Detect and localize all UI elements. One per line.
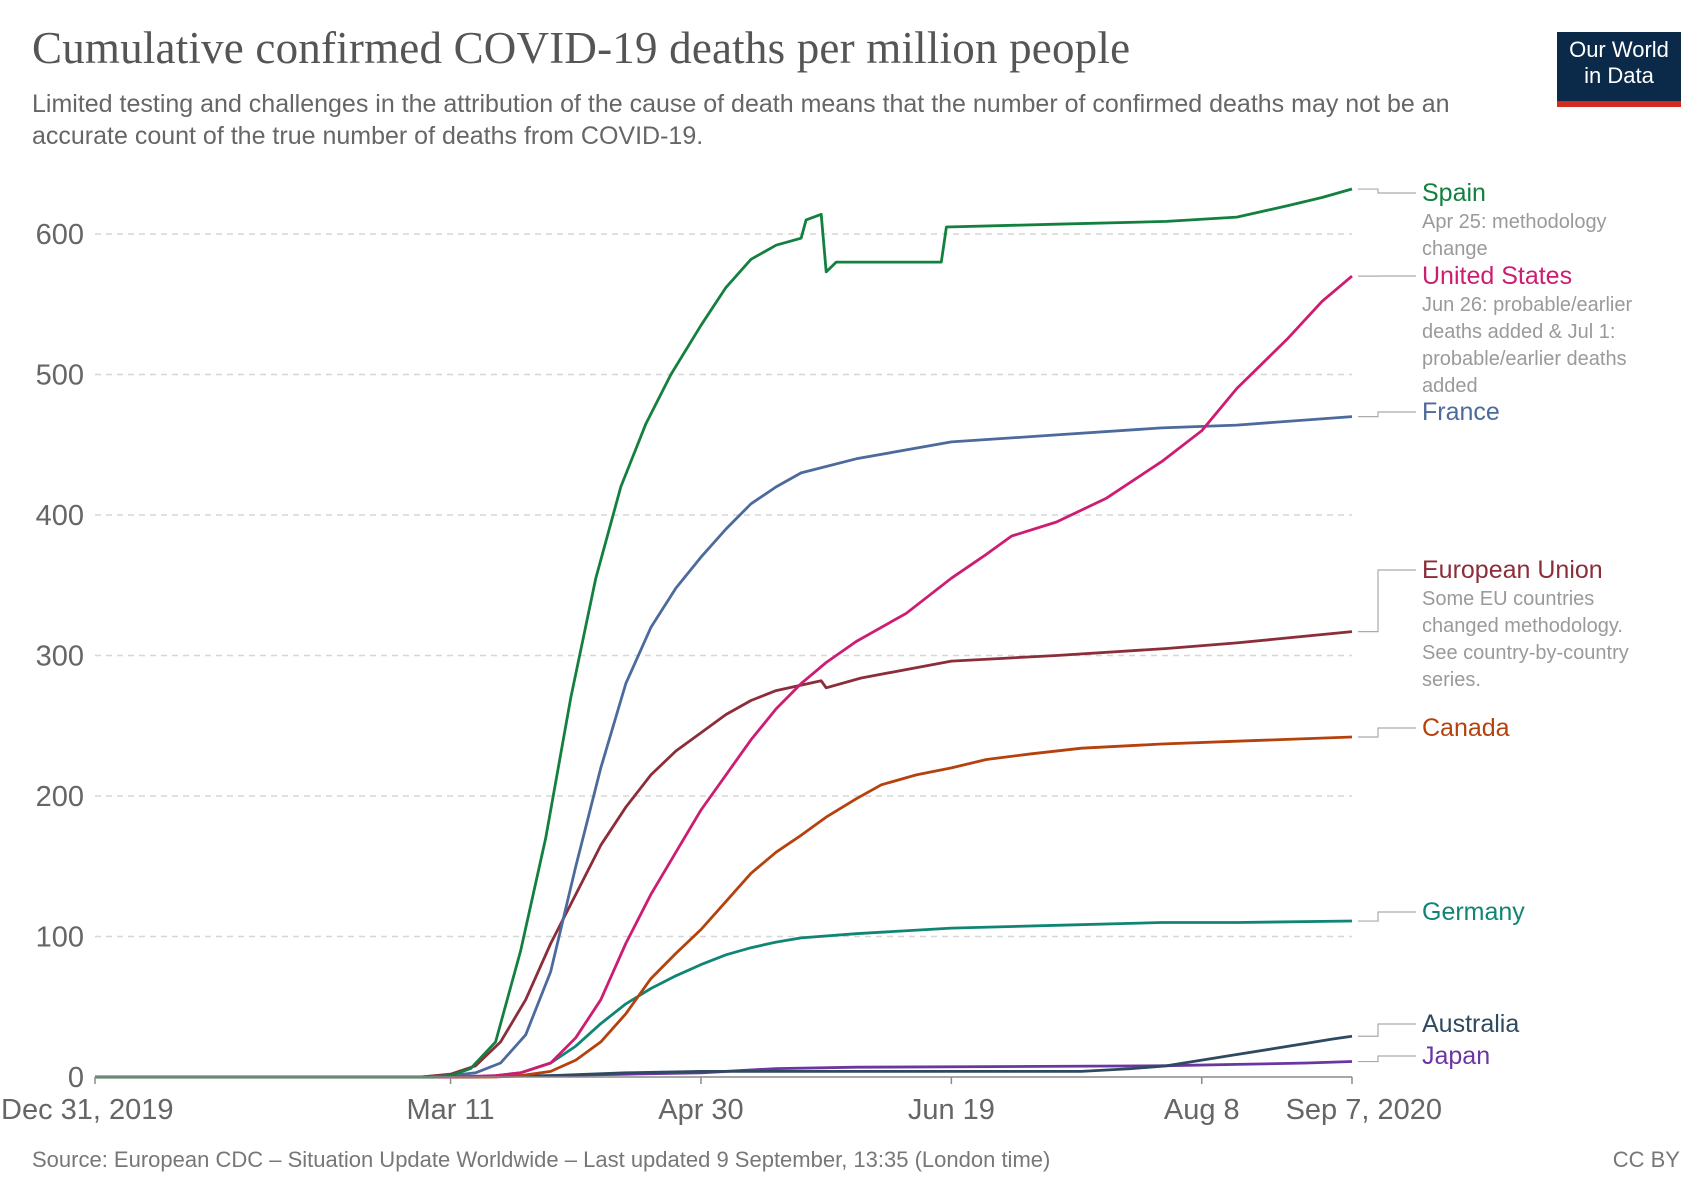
series-label-japan[interactable]: Japan [1422,1042,1490,1070]
y-tick-label: 100 [36,922,84,954]
x-tick-label: Aug 8 [1164,1094,1240,1126]
series-line-canada[interactable] [95,735,1353,1079]
series-line-australia[interactable] [95,1034,1353,1079]
chart-subtitle: Limited testing and challenges in the at… [32,90,1450,150]
series-lines [95,187,1353,1079]
series-label-canada[interactable]: Canada [1422,714,1510,742]
x-tick-label: Dec 31, 2019 [1,1094,174,1126]
label-connector [1358,569,1416,633]
y-tick-label: 300 [36,641,84,673]
line-chart: 0 100 200 300 400 500 600 Dec 31, 2019 Mar 11 Ap… [1,179,1632,1126]
x-tick-label: Mar 11 [407,1094,495,1126]
x-tick-label: Jun 19 [908,1094,995,1126]
owid-logo[interactable]: Our World in Data [1557,32,1681,107]
label-connector [1358,911,1416,922]
series-label-european-union[interactable]: European Union [1422,556,1603,584]
series-note: Apr 25: methodology change [1422,211,1607,260]
series-label-spain[interactable]: Spain [1422,179,1486,207]
label-connector [1358,188,1416,194]
logo-line-2: in Data [1584,63,1654,88]
series-note: Jun 26: probable/earlier deaths added & J… [1422,294,1632,397]
chart-title: Cumulative confirmed COVID-19 deaths per… [32,23,1131,73]
series-label-united-states[interactable]: United States [1422,262,1572,290]
y-tick-label: 500 [36,360,84,392]
series-line-spain[interactable] [95,187,1353,1079]
y-tick-label: 400 [36,500,84,532]
label-connector [1358,1055,1416,1063]
logo-accent-bar [1557,101,1681,107]
source-note: Source: European CDC – Situation Update … [32,1147,1051,1172]
label-connector [1358,1023,1416,1037]
x-tick-label: Sep 7, 2020 [1286,1094,1442,1126]
series-note: Some EU countries changed methodology. See… [1422,588,1629,691]
y-tick-label: 600 [36,219,84,251]
series-line-united-states[interactable] [95,275,1353,1079]
label-connector [1358,727,1416,738]
series-line-european-union[interactable] [95,630,1353,1079]
label-connector [1358,411,1416,418]
y-tick-label: 0 [68,1062,84,1094]
license-link[interactable]: CC BY [1612,1147,1680,1172]
logo-line-1: Our World [1569,37,1669,62]
x-axis: Dec 31, 2019 Mar 11 Apr 30 Jun 19 Aug 8 Sep 7… [1,1076,1442,1126]
y-tick-label: 200 [36,781,84,813]
x-tick-label: Apr 30 [658,1094,743,1126]
series-label-australia[interactable]: Australia [1422,1010,1519,1038]
grid-lines: 0 100 200 300 400 500 600 [36,219,1352,1094]
series-label-france[interactable]: France [1422,398,1500,426]
series-line-france[interactable] [95,415,1353,1079]
series-line-japan[interactable] [95,1060,1353,1079]
series-line-germany[interactable] [95,919,1353,1079]
series-label-germany[interactable]: Germany [1422,898,1525,926]
